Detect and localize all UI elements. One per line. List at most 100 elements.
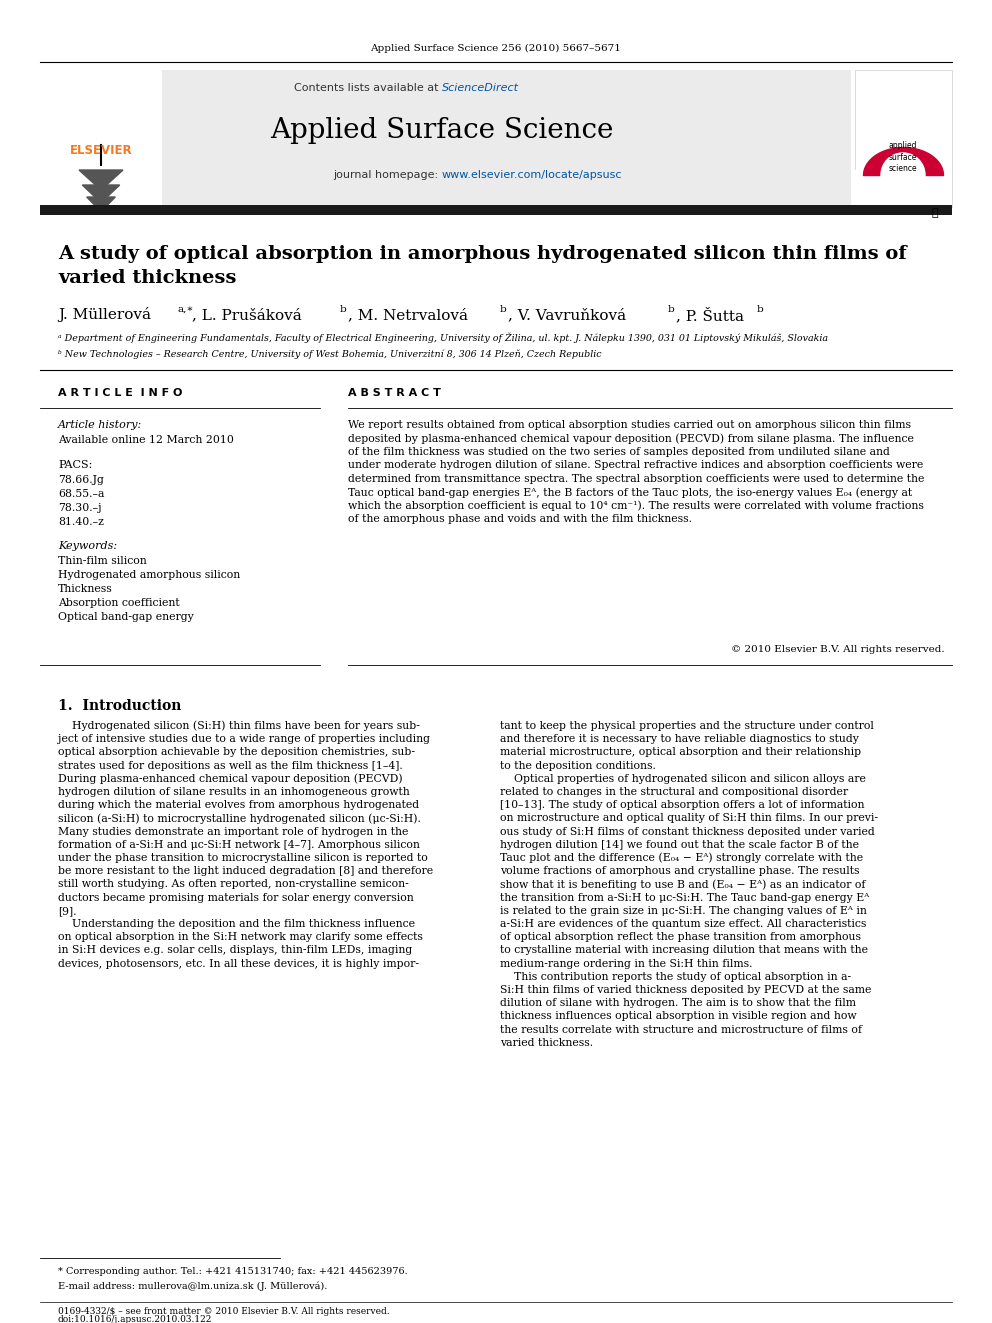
Text: b: b: [340, 304, 347, 314]
Text: b: b: [757, 304, 764, 314]
Text: to the deposition conditions.: to the deposition conditions.: [500, 761, 656, 770]
Text: under the phase transition to microcrystalline silicon is reported to: under the phase transition to microcryst…: [58, 853, 428, 863]
Text: deposited by plasma-enhanced chemical vapour deposition (PECVD) from silane plas: deposited by plasma-enhanced chemical va…: [348, 433, 914, 443]
Text: 78.30.–j: 78.30.–j: [58, 503, 101, 513]
Text: optical absorption achievable by the deposition chemistries, sub-: optical absorption achievable by the dep…: [58, 747, 415, 757]
Text: Thickness: Thickness: [58, 583, 113, 594]
Text: related to changes in the structural and compositional disorder: related to changes in the structural and…: [500, 787, 848, 796]
Text: 0169-4332/$ – see front matter © 2010 Elsevier B.V. All rights reserved.: 0169-4332/$ – see front matter © 2010 El…: [58, 1307, 390, 1315]
Text: [10–13]. The study of optical absorption offers a lot of information: [10–13]. The study of optical absorption…: [500, 800, 864, 810]
Text: varied thickness.: varied thickness.: [500, 1037, 593, 1048]
Text: medium-range ordering in the Si:H thin films.: medium-range ordering in the Si:H thin f…: [500, 959, 753, 968]
Text: Article history:: Article history:: [58, 419, 142, 430]
Text: , L. Prušáková: , L. Prušáková: [192, 308, 302, 321]
Text: under moderate hydrogen dilution of silane. Spectral refractive indices and abso: under moderate hydrogen dilution of sila…: [348, 460, 924, 471]
Text: strates used for depositions as well as the film thickness [1–4].: strates used for depositions as well as …: [58, 761, 403, 770]
Text: , V. Vavruňková: , V. Vavruňková: [508, 308, 626, 321]
Text: be more resistant to the light induced degradation [8] and therefore: be more resistant to the light induced d…: [58, 867, 434, 876]
Text: in Si:H devices e.g. solar cells, displays, thin-film LEDs, imaging: in Si:H devices e.g. solar cells, displa…: [58, 946, 413, 955]
Text: During plasma-enhanced chemical vapour deposition (PECVD): During plasma-enhanced chemical vapour d…: [58, 774, 403, 785]
Text: Optical band-gap energy: Optical band-gap energy: [58, 613, 193, 622]
Circle shape: [881, 153, 925, 197]
Bar: [83, 70, 851, 205]
Text: , M. Netrvalová: , M. Netrvalová: [348, 308, 468, 321]
Text: doi:10.1016/j.apsusc.2010.03.122: doi:10.1016/j.apsusc.2010.03.122: [58, 1315, 212, 1323]
Text: and therefore it is necessary to have reliable diagnostics to study: and therefore it is necessary to have re…: [500, 734, 859, 745]
Text: applied
surface
science: applied surface science: [889, 142, 918, 172]
Polygon shape: [82, 185, 120, 202]
Text: ᵇ New Technologies – Research Centre, University of West Bohemia, Univerzitní 8,: ᵇ New Technologies – Research Centre, Un…: [58, 349, 601, 359]
Text: which the absorption coefficient is equal to 10⁴ cm⁻¹). The results were correla: which the absorption coefficient is equa…: [348, 500, 924, 511]
Text: © 2010 Elsevier B.V. All rights reserved.: © 2010 Elsevier B.V. All rights reserved…: [731, 646, 945, 655]
Text: We report results obtained from optical absorption studies carried out on amorph: We report results obtained from optical …: [348, 419, 911, 430]
Text: thickness influences optical absorption in visible region and how: thickness influences optical absorption …: [500, 1011, 857, 1021]
Text: PACS:: PACS:: [58, 460, 92, 470]
Text: ductors became promising materials for solar energy conversion: ductors became promising materials for s…: [58, 893, 414, 902]
Text: Applied Surface Science 256 (2010) 5667–5671: Applied Surface Science 256 (2010) 5667–…: [371, 44, 621, 53]
Text: silicon (a-Si:H) to microcrystalline hydrogenated silicon (μc-Si:H).: silicon (a-Si:H) to microcrystalline hyd…: [58, 814, 421, 824]
Text: ous study of Si:H films of constant thickness deposited under varied: ous study of Si:H films of constant thic…: [500, 827, 875, 836]
Text: show that it is benefiting to use B and (E₀₄ − Eᴬ) as an indicator of: show that it is benefiting to use B and …: [500, 878, 865, 889]
Text: Understanding the deposition and the film thickness influence: Understanding the deposition and the fil…: [58, 919, 415, 929]
Text: Applied Surface Science: Applied Surface Science: [270, 116, 614, 143]
Text: Thin-film silicon: Thin-film silicon: [58, 556, 147, 566]
Text: b: b: [668, 304, 675, 314]
Text: 81.40.–z: 81.40.–z: [58, 517, 104, 527]
Text: still worth studying. As often reported, non-crystalline semicon-: still worth studying. As often reported,…: [58, 880, 409, 889]
Text: determined from transmittance spectra. The spectral absorption coefficients were: determined from transmittance spectra. T…: [348, 474, 925, 484]
Text: hydrogen dilution of silane results in an inhomogeneous growth: hydrogen dilution of silane results in a…: [58, 787, 410, 796]
Bar: [855, 169, 952, 230]
Bar: [40, 70, 162, 206]
Text: hydrogen dilution [14] we found out that the scale factor B of the: hydrogen dilution [14] we found out that…: [500, 840, 859, 849]
Text: formation of a-Si:H and μc-Si:H network [4–7]. Amorphous silicon: formation of a-Si:H and μc-Si:H network …: [58, 840, 420, 849]
Text: Absorption coefficient: Absorption coefficient: [58, 598, 180, 609]
Text: on microstructure and optical quality of Si:H thin films. In our previ-: on microstructure and optical quality of…: [500, 814, 878, 823]
Text: material microstructure, optical absorption and their relationship: material microstructure, optical absorpt…: [500, 747, 861, 757]
Text: Contents lists available at: Contents lists available at: [294, 83, 442, 93]
Text: Si:H thin films of varied thickness deposited by PECVD at the same: Si:H thin films of varied thickness depo…: [500, 986, 871, 995]
Text: 78.66.Jg: 78.66.Jg: [58, 475, 104, 486]
Text: on optical absorption in the Si:H network may clarify some effects: on optical absorption in the Si:H networ…: [58, 933, 423, 942]
Text: b: b: [500, 304, 507, 314]
Polygon shape: [86, 197, 115, 212]
Text: A R T I C L E  I N F O: A R T I C L E I N F O: [58, 388, 183, 398]
Text: www.elsevier.com/locate/apsusc: www.elsevier.com/locate/apsusc: [442, 169, 623, 180]
Text: Optical properties of hydrogenated silicon and silicon alloys are: Optical properties of hydrogenated silic…: [500, 774, 866, 783]
Text: during which the material evolves from amorphous hydrogenated: during which the material evolves from a…: [58, 800, 420, 810]
Text: volume fractions of amorphous and crystalline phase. The results: volume fractions of amorphous and crysta…: [500, 867, 859, 876]
Text: the transition from a-Si:H to μc-Si:H. The Tauc band-gap energy Eᴬ: the transition from a-Si:H to μc-Si:H. T…: [500, 893, 869, 902]
Text: E-mail address: mullerova@lm.uniza.sk (J. Müllerová).: E-mail address: mullerova@lm.uniza.sk (J…: [58, 1281, 327, 1291]
Text: ELSEVIER: ELSEVIER: [69, 143, 132, 156]
Text: of optical absorption reflect the phase transition from amorphous: of optical absorption reflect the phase …: [500, 933, 861, 942]
Text: a,∗: a,∗: [178, 304, 194, 314]
Text: a-Si:H are evidences of the quantum size effect. All characteristics: a-Si:H are evidences of the quantum size…: [500, 919, 866, 929]
Text: of the amorphous phase and voids and with the film thickness.: of the amorphous phase and voids and wit…: [348, 515, 692, 524]
Text: Hydrogenated silicon (Si:H) thin films have been for years sub-: Hydrogenated silicon (Si:H) thin films h…: [58, 721, 420, 732]
Text: dilution of silane with hydrogen. The aim is to show that the film: dilution of silane with hydrogen. The ai…: [500, 998, 856, 1008]
Bar: [40, 205, 952, 216]
Text: is related to the grain size in μc-Si:H. The changing values of Eᴬ in: is related to the grain size in μc-Si:H.…: [500, 906, 867, 916]
Text: Hydrogenated amorphous silicon: Hydrogenated amorphous silicon: [58, 570, 240, 579]
Text: 1.  Introduction: 1. Introduction: [58, 699, 182, 713]
Text: , P. Šutta: , P. Šutta: [676, 307, 744, 323]
Text: 68.55.–a: 68.55.–a: [58, 490, 104, 499]
Text: 🔖: 🔖: [931, 208, 938, 218]
Text: Keywords:: Keywords:: [58, 541, 117, 550]
Text: of the film thickness was studied on the two series of samples deposited from un: of the film thickness was studied on the…: [348, 447, 890, 456]
Text: Tauc optical band-gap energies Eᴬ, the B factors of the Tauc plots, the iso-ener: Tauc optical band-gap energies Eᴬ, the B…: [348, 487, 912, 497]
Text: ject of intensive studies due to a wide range of properties including: ject of intensive studies due to a wide …: [58, 734, 430, 745]
Text: to crystalline material with increasing dilution that means with the: to crystalline material with increasing …: [500, 946, 868, 955]
Text: J. Müllerová: J. Müllerová: [58, 307, 151, 323]
Text: devices, photosensors, etc. In all these devices, it is highly impor-: devices, photosensors, etc. In all these…: [58, 959, 419, 968]
Text: A study of optical absorption in amorphous hydrogenated silicon thin films of: A study of optical absorption in amorpho…: [58, 245, 907, 263]
Text: [9].: [9].: [58, 906, 76, 916]
Text: varied thickness: varied thickness: [58, 269, 236, 287]
Text: tant to keep the physical properties and the structure under control: tant to keep the physical properties and…: [500, 721, 874, 732]
Polygon shape: [79, 169, 123, 191]
Text: This contribution reports the study of optical absorption in a-: This contribution reports the study of o…: [500, 972, 851, 982]
Text: journal homepage:: journal homepage:: [333, 169, 442, 180]
Text: Many studies demonstrate an important role of hydrogen in the: Many studies demonstrate an important ro…: [58, 827, 409, 836]
Text: ScienceDirect: ScienceDirect: [442, 83, 519, 93]
Text: ᵃ Department of Engineering Fundamentals, Faculty of Electrical Engineering, Uni: ᵃ Department of Engineering Fundamentals…: [58, 333, 828, 343]
Text: the results correlate with structure and microstructure of films of: the results correlate with structure and…: [500, 1024, 862, 1035]
